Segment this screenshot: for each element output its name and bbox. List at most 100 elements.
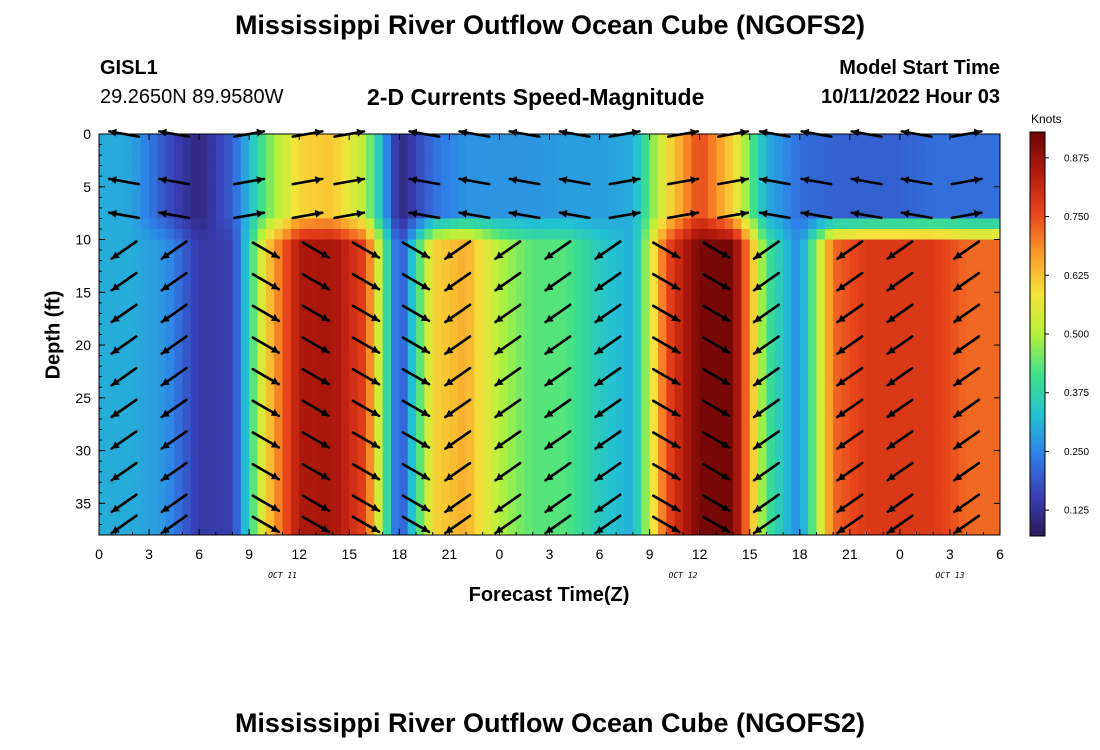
- heatmap-cell: [190, 250, 200, 262]
- heatmap-cell: [949, 334, 959, 346]
- heatmap-cell: [132, 323, 142, 336]
- deep-vector: [251, 272, 281, 291]
- heatmap-cell: [399, 260, 409, 272]
- heatmap-cell: [190, 440, 200, 452]
- heatmap-cell: [215, 218, 225, 230]
- heatmap-cell: [607, 302, 617, 314]
- heatmap-cell: [432, 176, 442, 188]
- heatmap-cell: [908, 218, 918, 230]
- heatmap-cell: [958, 292, 968, 304]
- heatmap-cell: [532, 440, 542, 452]
- heatmap-cell: [607, 461, 617, 473]
- heatmap-cell: [290, 176, 300, 188]
- heatmap-cell: [474, 134, 484, 146]
- heatmap-cell: [165, 165, 175, 177]
- heatmap-cell: [149, 387, 158, 399]
- heatmap-cell: [274, 418, 284, 431]
- heatmap-cell: [607, 250, 617, 262]
- heatmap-cell: [682, 323, 692, 336]
- heatmap-cell: [899, 397, 909, 409]
- heatmap-cell: [916, 387, 926, 399]
- heatmap-cell: [240, 355, 250, 367]
- heatmap-cell: [833, 450, 843, 462]
- heatmap-cell: [482, 186, 492, 198]
- heatmap-cell: [941, 513, 951, 526]
- heatmap-cell: [916, 418, 926, 431]
- heatmap-cell: [632, 313, 642, 325]
- x-tick-label: 6: [996, 546, 1004, 562]
- heatmap-cell: [357, 440, 367, 452]
- heatmap-cell: [749, 271, 759, 283]
- heatmap-cell: [199, 239, 209, 251]
- heatmap-cell: [733, 503, 742, 515]
- heatmap-cell: [349, 482, 359, 494]
- heatmap-cell: [482, 471, 492, 483]
- heatmap-cell: [124, 429, 133, 441]
- heatmap-cell: [983, 418, 993, 431]
- heatmap-cell: [107, 271, 117, 283]
- heatmap-cell: [657, 207, 667, 220]
- heatmap-cell: [758, 271, 767, 283]
- heatmap-cell: [858, 271, 868, 283]
- heatmap-cell: [916, 482, 926, 494]
- heatmap-cell: [282, 144, 292, 156]
- heatmap-cell: [482, 524, 492, 535]
- heatmap-cell: [224, 355, 234, 367]
- heatmap-cell: [708, 440, 717, 452]
- heatmap-cell: [716, 313, 726, 325]
- heatmap-cell: [657, 334, 667, 346]
- heatmap-cell: [574, 397, 584, 409]
- heatmap-cell: [883, 323, 893, 336]
- heatmap-cell: [215, 228, 225, 241]
- heatmap-cell: [966, 471, 976, 483]
- heatmap-cell: [165, 228, 175, 241]
- vector-head: [270, 503, 279, 511]
- heatmap-cell: [991, 302, 1000, 314]
- heatmap-cell: [432, 218, 442, 230]
- heatmap-cell: [991, 355, 1000, 367]
- heatmap-cell: [591, 345, 601, 357]
- heatmap-cell: [124, 482, 133, 494]
- heatmap-cell: [349, 228, 359, 241]
- heatmap-cell: [682, 250, 692, 262]
- heatmap-cell: [908, 165, 918, 177]
- heatmap-cell: [874, 271, 884, 283]
- heatmap-cell: [733, 366, 742, 378]
- heatmap-cell: [808, 408, 818, 420]
- heatmap-cell: [974, 461, 984, 473]
- heatmap-cell: [816, 418, 826, 431]
- heatmap-cell: [132, 250, 142, 262]
- heatmap-cell: [966, 397, 976, 409]
- heatmap-cell: [816, 186, 826, 198]
- heatmap-cell: [541, 503, 551, 515]
- heatmap-cell: [916, 292, 926, 304]
- vector-head: [760, 128, 768, 137]
- heatmap-cell: [916, 355, 926, 367]
- heatmap-cell: [549, 271, 559, 283]
- heatmap-cell: [766, 524, 776, 535]
- heatmap-cell: [541, 239, 551, 251]
- heatmap-cell: [933, 207, 943, 220]
- heatmap-cell: [174, 207, 184, 220]
- heatmap-cell: [657, 260, 667, 272]
- heatmap-cell: [265, 397, 275, 409]
- heatmap-cell: [899, 155, 909, 167]
- heatmap-cell: [507, 250, 517, 262]
- heatmap-cell: [591, 524, 601, 535]
- heatmap-cell: [766, 155, 776, 167]
- heatmap-cell: [432, 397, 442, 409]
- heatmap-cell: [149, 366, 158, 378]
- heatmap-cell: [290, 376, 300, 388]
- heatmap-cell: [357, 250, 367, 262]
- heatmap-cell: [991, 471, 1000, 483]
- heatmap-cell: [799, 387, 809, 399]
- heatmap-cell: [299, 492, 309, 504]
- heatmap-cell: [674, 440, 684, 452]
- colorbar-tick-label: 0.875: [1064, 153, 1089, 164]
- heatmap-cell: [641, 281, 651, 293]
- heatmap-cell: [541, 482, 551, 494]
- heatmap-cell: [232, 376, 242, 388]
- heatmap-cell: [766, 408, 776, 420]
- heatmap-cell: [265, 323, 275, 336]
- heatmap-cell: [365, 271, 375, 283]
